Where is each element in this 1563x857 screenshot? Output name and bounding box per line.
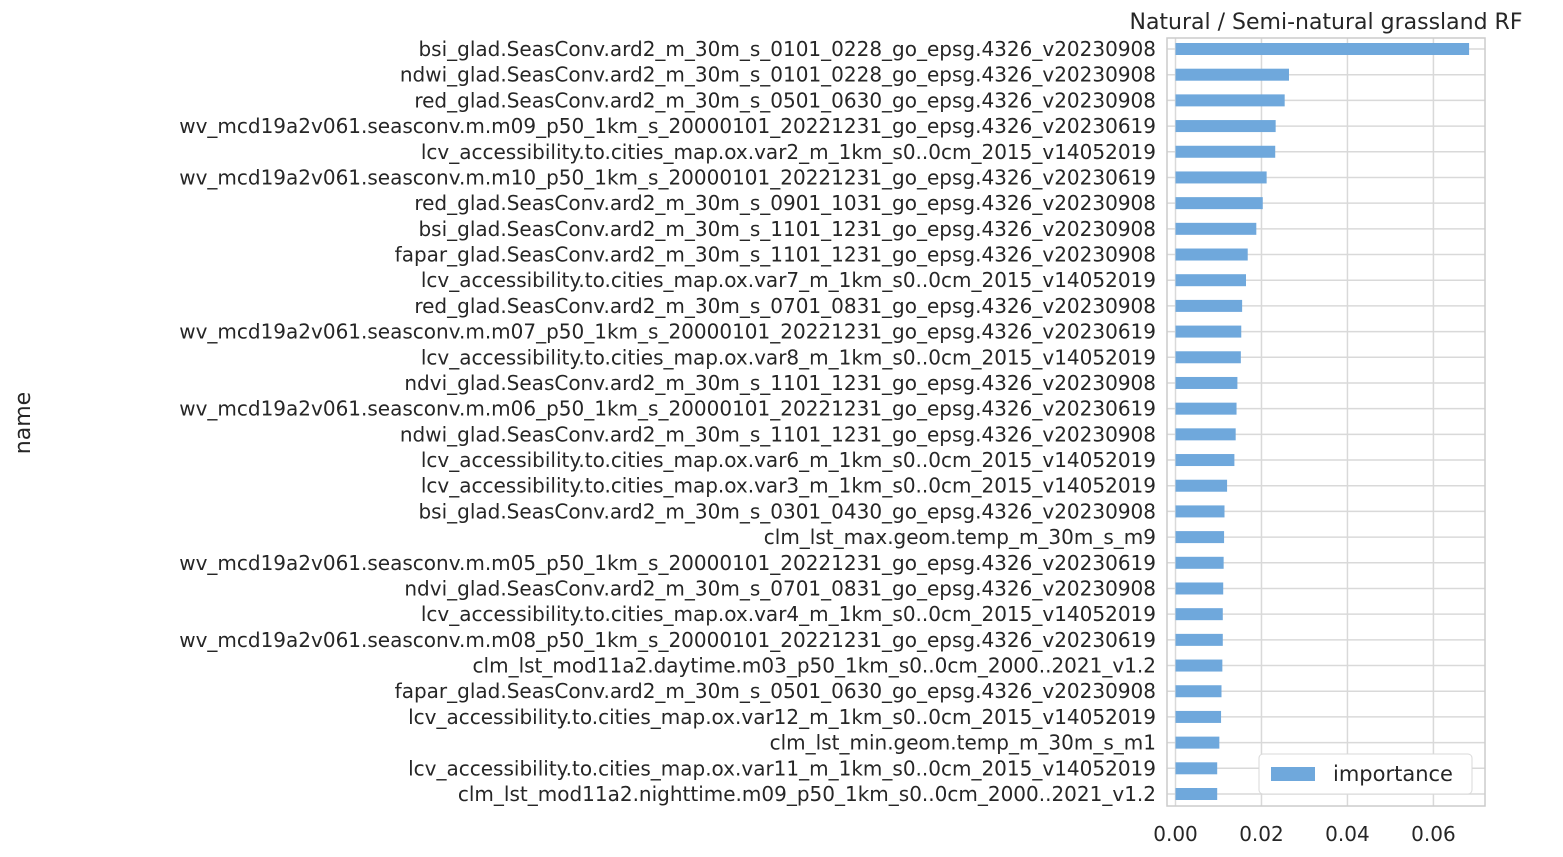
bar — [1175, 505, 1225, 518]
bar — [1175, 145, 1276, 158]
bar — [1175, 710, 1222, 723]
bar — [1175, 428, 1236, 441]
bar — [1175, 171, 1267, 184]
bar — [1175, 376, 1238, 389]
bar — [1175, 685, 1222, 698]
bar — [1175, 274, 1246, 287]
y-tick-label: bsi_glad.SeasConv.ard2_m_30m_s_1101_1231… — [418, 217, 1156, 241]
bar — [1175, 248, 1248, 261]
y-tick-label: lcv_accessibility.to.cities_map.ox.var8_… — [421, 345, 1156, 369]
bar — [1175, 351, 1241, 364]
y-tick-label: fapar_glad.SeasConv.ard2_m_30m_s_1101_12… — [395, 243, 1156, 267]
chart-title: Natural / Semi-natural grassland RF — [1129, 10, 1522, 35]
bar — [1175, 402, 1237, 415]
y-tick-label: ndwi_glad.SeasConv.ard2_m_30m_s_0101_022… — [400, 63, 1156, 87]
bars — [1175, 43, 1470, 800]
legend-entry-importance: importance — [1333, 762, 1453, 786]
x-tick-label: 0.02 — [1239, 822, 1284, 846]
y-tick-label: lcv_accessibility.to.cities_map.ox.var2_… — [421, 140, 1156, 164]
y-tick-label: lcv_accessibility.to.cities_map.ox.var7_… — [421, 268, 1156, 292]
bar — [1175, 120, 1276, 133]
y-tick-label: lcv_accessibility.to.cities_map.ox.var4_… — [421, 602, 1156, 626]
bar — [1175, 454, 1235, 467]
y-tick-label: lcv_accessibility.to.cities_map.ox.var12… — [408, 705, 1156, 729]
y-tick-label: lcv_accessibility.to.cities_map.ox.var11… — [408, 756, 1156, 780]
legend-box — [1258, 753, 1473, 795]
bar — [1175, 633, 1223, 646]
bar — [1175, 299, 1243, 312]
y-tick-labels: bsi_glad.SeasConv.ard2_m_30m_s_0101_0228… — [179, 37, 1156, 806]
y-tick-label: ndvi_glad.SeasConv.ard2_m_30m_s_1101_123… — [404, 371, 1156, 395]
y-tick-label: clm_lst_max.geom.temp_m_30m_s_m9 — [764, 525, 1156, 549]
y-tick-label: wv_mcd19a2v061.seasconv.m.m10_p50_1km_s_… — [179, 165, 1156, 189]
bar — [1175, 68, 1289, 81]
y-axis-label: name — [11, 392, 36, 454]
bar — [1175, 788, 1218, 800]
y-tick-label: wv_mcd19a2v061.seasconv.m.m06_p50_1km_s_… — [179, 397, 1156, 421]
y-tick-label: ndwi_glad.SeasConv.ard2_m_30m_s_1101_123… — [400, 422, 1156, 446]
bar — [1175, 94, 1285, 107]
y-tick-label: ndvi_glad.SeasConv.ard2_m_30m_s_0701_083… — [404, 576, 1156, 600]
y-tick-label: lcv_accessibility.to.cities_map.ox.var6_… — [421, 448, 1156, 472]
y-tick-label: red_glad.SeasConv.ard2_m_30m_s_0901_1031… — [414, 191, 1156, 215]
bar — [1175, 222, 1257, 235]
bar — [1175, 736, 1220, 749]
y-tick-label: bsi_glad.SeasConv.ard2_m_30m_s_0301_0430… — [418, 499, 1156, 523]
plot-frame — [1166, 37, 1486, 807]
bar — [1175, 197, 1263, 210]
bar — [1175, 43, 1470, 55]
y-tick-label: clm_lst_mod11a2.nighttime.m09_p50_1km_s0… — [458, 782, 1156, 806]
x-tick-label: 0.04 — [1325, 822, 1370, 846]
y-tick-label: wv_mcd19a2v061.seasconv.m.m09_p50_1km_s_… — [179, 114, 1156, 138]
bar — [1175, 762, 1218, 775]
y-tick-label: clm_lst_min.geom.temp_m_30m_s_m1 — [770, 731, 1156, 755]
y-tick-label: wv_mcd19a2v061.seasconv.m.m07_p50_1km_s_… — [179, 320, 1156, 344]
y-tick-label: wv_mcd19a2v061.seasconv.m.m08_p50_1km_s_… — [179, 628, 1156, 652]
bar — [1175, 556, 1224, 569]
y-tick-label: red_glad.SeasConv.ard2_m_30m_s_0501_0630… — [414, 88, 1156, 112]
legend: importance — [1258, 753, 1473, 795]
y-tick-label: fapar_glad.SeasConv.ard2_m_30m_s_0501_06… — [395, 679, 1156, 703]
y-tick-label: clm_lst_mod11a2.daytime.m03_p50_1km_s0..… — [473, 654, 1156, 678]
bar — [1175, 531, 1225, 544]
x-tick-label: 0.06 — [1411, 822, 1456, 846]
x-tick-label: 0.00 — [1153, 822, 1198, 846]
bar — [1175, 479, 1228, 492]
y-tick-label: wv_mcd19a2v061.seasconv.m.m05_p50_1km_s_… — [179, 551, 1156, 575]
x-tick-labels: 0.00 0.02 0.04 0.06 — [1153, 822, 1455, 846]
y-tick-label: bsi_glad.SeasConv.ard2_m_30m_s_0101_0228… — [418, 37, 1156, 61]
y-tick-label: lcv_accessibility.to.cities_map.ox.var3_… — [421, 474, 1156, 498]
bar — [1175, 659, 1223, 672]
bar — [1175, 582, 1224, 595]
legend-swatch — [1271, 767, 1315, 781]
bar — [1175, 608, 1223, 621]
bar — [1175, 325, 1242, 338]
y-tick-label: red_glad.SeasConv.ard2_m_30m_s_0701_0831… — [414, 294, 1156, 318]
